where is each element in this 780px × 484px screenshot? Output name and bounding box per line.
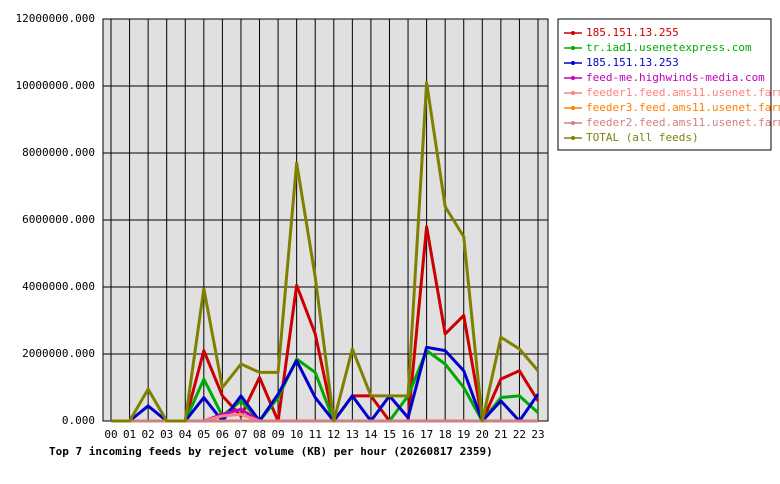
- legend-box: [557, 18, 772, 151]
- legend-label: tr.iad1.usenetexpress.com: [586, 41, 752, 54]
- x-tick-label: 18: [439, 428, 452, 441]
- x-tick-label: 09: [271, 428, 284, 441]
- legend-label: 185.151.13.253: [586, 56, 679, 69]
- legend-label: 185.151.13.255: [586, 26, 679, 39]
- x-tick-label: 17: [420, 428, 433, 441]
- x-tick-label: 16: [401, 428, 414, 441]
- x-tick-label: 03: [160, 428, 173, 441]
- series-line: [111, 81, 540, 423]
- y-tick-label: 4000000.000: [22, 280, 95, 293]
- x-tick-label: 23: [531, 428, 544, 441]
- x-tick-label: 07: [234, 428, 247, 441]
- x-tick-label: 00: [104, 428, 117, 441]
- x-tick-label: 19: [457, 428, 470, 441]
- legend-dot: [571, 106, 575, 110]
- y-tick-label: 6000000.000: [22, 213, 95, 226]
- y-tick-label: 0.000: [62, 414, 95, 427]
- y-tick-label: 8000000.000: [22, 146, 95, 159]
- legend-dot: [571, 76, 575, 80]
- x-tick-label: 02: [142, 428, 155, 441]
- x-tick-label: 01: [123, 428, 136, 441]
- legend-label: feeder1.feed.ams11.usenet.farm: [586, 86, 780, 99]
- legend-dot: [571, 61, 575, 65]
- x-tick-label: 05: [197, 428, 210, 441]
- x-tick-label: 10: [290, 428, 303, 441]
- legend-dot: [571, 136, 575, 140]
- x-tick-label: 11: [309, 428, 322, 441]
- y-tick-label: 12000000.000: [16, 12, 95, 25]
- x-tick-label: 22: [513, 428, 526, 441]
- x-tick-label: 13: [346, 428, 359, 441]
- x-tick-label: 06: [216, 428, 229, 441]
- legend-label: feed-me.highwinds-media.com: [586, 71, 765, 84]
- legend-dot: [571, 91, 575, 95]
- x-tick-label: 12: [327, 428, 340, 441]
- chart-title: Top 7 incoming feeds by reject volume (K…: [49, 445, 493, 458]
- x-tick-label: 20: [476, 428, 489, 441]
- x-tick-label: 14: [364, 428, 378, 441]
- x-tick-label: 08: [253, 428, 266, 441]
- x-tick-label: 21: [494, 428, 507, 441]
- legend-dot: [571, 121, 575, 125]
- legend-label: feeder2.feed.ams11.usenet.farm: [586, 116, 780, 129]
- x-tick-label: 15: [383, 428, 396, 441]
- legend-label: TOTAL (all feeds): [586, 131, 699, 144]
- x-tick-label: 04: [179, 428, 193, 441]
- y-tick-label: 10000000.000: [16, 79, 95, 92]
- legend-dot: [571, 31, 575, 35]
- y-tick-label: 2000000.000: [22, 347, 95, 360]
- legend-dot: [571, 46, 575, 50]
- legend-label: feeder3.feed.ams11.usenet.farm: [586, 101, 780, 114]
